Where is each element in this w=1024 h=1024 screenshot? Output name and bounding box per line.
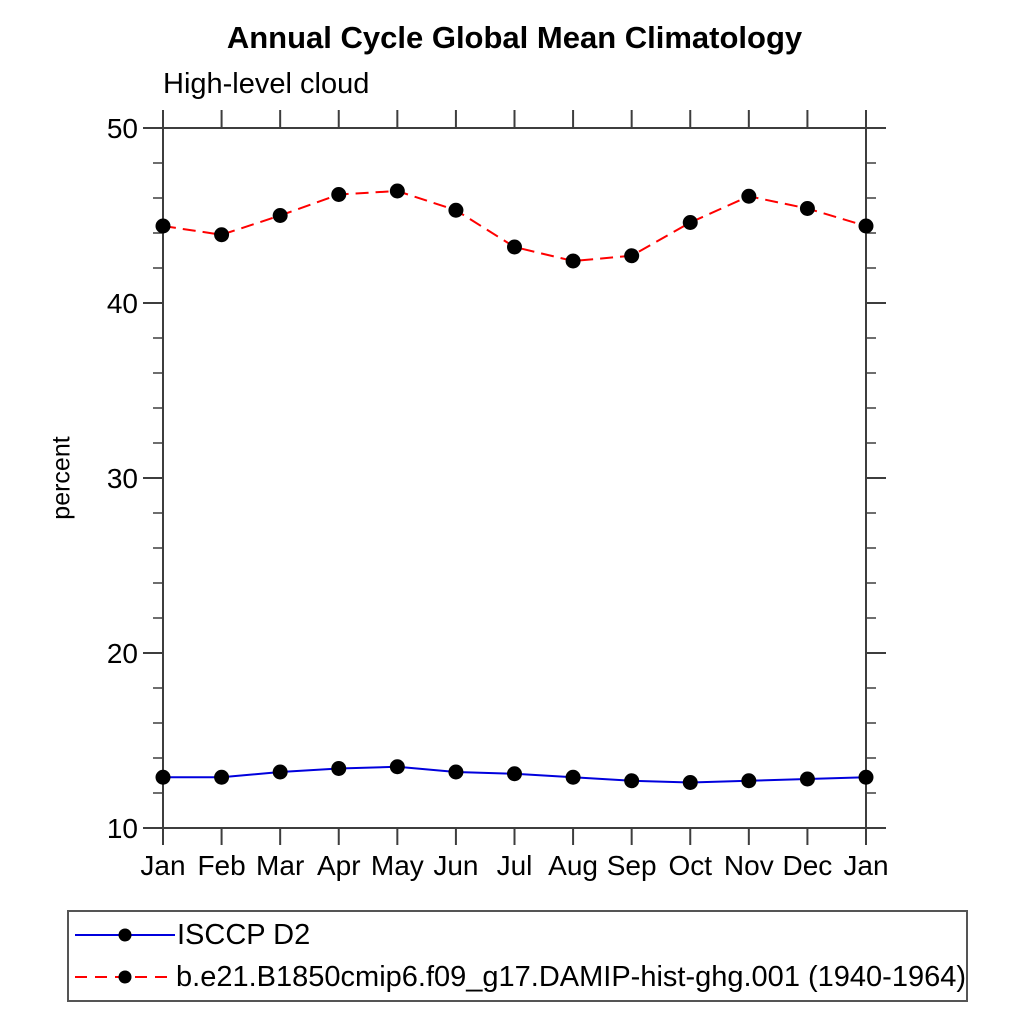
legend-item-1: b.e21.B1850cmip6.f09_g17.DAMIP-hist-ghg.… — [73, 956, 966, 998]
x-tick-label: Jun — [433, 850, 478, 881]
legend-sample-1 — [75, 970, 175, 984]
x-tick-label: Feb — [197, 850, 245, 881]
x-tick-label: Sep — [607, 850, 657, 881]
data-point-marker — [507, 766, 522, 782]
chart-subtitle: High-level cloud — [163, 68, 370, 100]
data-point-marker — [214, 769, 230, 785]
data-point-marker — [389, 759, 405, 775]
plot-frame — [162, 127, 867, 829]
data-point-marker — [331, 761, 347, 776]
legend-item-label: ISCCP D2 — [177, 918, 311, 951]
y-tick-label: 30 — [107, 463, 138, 494]
data-point-marker — [272, 208, 288, 223]
data-point-marker — [331, 187, 347, 202]
data-point-marker — [155, 769, 171, 785]
data-point-marker — [858, 218, 874, 234]
y-tick-label: 20 — [107, 638, 138, 669]
x-tick-label: May — [371, 850, 424, 881]
data-point-marker — [799, 771, 815, 787]
data-point-marker — [741, 773, 757, 789]
data-point-marker — [448, 764, 464, 780]
legend: ISCCP D2 b.e21.B1850cmip6.f09_g17.DAMIP-h… — [67, 910, 968, 1002]
x-tick-label: Nov — [724, 850, 774, 881]
y-tick-label: 10 — [107, 813, 138, 844]
data-point-marker — [799, 201, 815, 216]
data-point-marker — [214, 227, 230, 243]
data-point-marker — [624, 248, 640, 264]
data-point-marker — [741, 188, 757, 204]
x-tick-label: Apr — [317, 850, 361, 881]
data-point-marker — [858, 769, 874, 785]
x-tick-label: Oct — [668, 850, 712, 881]
data-point-marker — [155, 218, 171, 234]
legend-sample-marker — [118, 928, 132, 942]
data-point-marker — [565, 253, 581, 269]
x-tick-label: Jan — [140, 850, 185, 881]
data-point-marker — [565, 769, 581, 785]
data-point-marker — [682, 215, 698, 230]
y-tick-label: 50 — [107, 113, 138, 144]
chart-title: Annual Cycle Global Mean Climatology — [226, 20, 803, 55]
data-point-marker — [624, 773, 640, 789]
data-point-marker — [682, 775, 698, 790]
data-point-marker — [272, 764, 288, 780]
legend-sample-marker — [118, 970, 132, 984]
x-tick-label: Dec — [783, 850, 833, 881]
y-tick-label: 40 — [107, 288, 138, 319]
x-tick-label: Jul — [497, 850, 533, 881]
data-point-marker — [448, 202, 464, 218]
legend-sample-0 — [75, 928, 175, 942]
legend-item-label: b.e21.B1850cmip6.f09_g17.DAMIP-hist-ghg.… — [176, 960, 966, 993]
legend-item-0: ISCCP D2 — [73, 914, 966, 956]
x-tick-label: Aug — [548, 850, 598, 881]
data-point-marker — [507, 239, 522, 255]
data-point-marker — [389, 183, 405, 199]
x-tick-label: Mar — [256, 850, 304, 881]
x-tick-label: Jan — [843, 850, 888, 881]
